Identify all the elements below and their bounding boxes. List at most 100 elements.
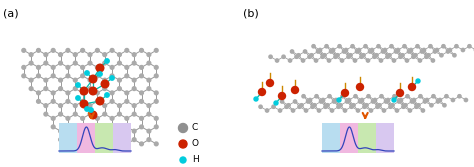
Circle shape (73, 112, 77, 116)
Circle shape (326, 104, 329, 107)
Circle shape (373, 55, 376, 58)
Circle shape (362, 54, 365, 57)
Bar (358, 123, 376, 153)
Circle shape (140, 48, 144, 52)
Bar (113, 123, 131, 153)
Circle shape (140, 117, 144, 120)
Circle shape (363, 105, 366, 108)
Circle shape (81, 125, 84, 129)
Circle shape (118, 138, 121, 141)
Circle shape (438, 98, 442, 102)
Circle shape (89, 87, 97, 95)
Circle shape (351, 45, 354, 48)
Circle shape (73, 129, 77, 133)
Circle shape (44, 53, 48, 56)
Circle shape (73, 87, 77, 91)
Circle shape (378, 104, 381, 107)
Circle shape (418, 59, 421, 62)
Circle shape (103, 53, 107, 56)
Circle shape (59, 78, 63, 82)
Circle shape (408, 109, 411, 112)
Circle shape (44, 112, 48, 116)
Circle shape (103, 61, 107, 65)
Circle shape (59, 87, 63, 91)
Circle shape (147, 53, 151, 56)
Circle shape (303, 50, 307, 53)
Circle shape (95, 48, 99, 52)
Circle shape (365, 104, 368, 107)
Circle shape (132, 129, 136, 133)
Circle shape (73, 78, 77, 82)
Circle shape (103, 78, 107, 82)
Circle shape (325, 45, 328, 48)
Circle shape (308, 55, 311, 58)
Circle shape (88, 138, 92, 141)
Circle shape (155, 100, 158, 103)
Circle shape (301, 59, 305, 62)
Circle shape (125, 65, 128, 69)
Circle shape (66, 65, 70, 69)
Circle shape (367, 95, 370, 98)
Circle shape (36, 74, 40, 78)
Circle shape (155, 117, 158, 120)
Circle shape (118, 61, 121, 65)
Circle shape (285, 105, 288, 108)
Circle shape (334, 98, 337, 102)
Circle shape (81, 100, 84, 103)
Circle shape (88, 78, 92, 82)
Circle shape (88, 129, 92, 133)
Circle shape (66, 142, 70, 146)
Circle shape (155, 125, 158, 129)
Circle shape (369, 109, 373, 112)
Circle shape (347, 98, 351, 102)
Circle shape (73, 138, 77, 141)
Circle shape (51, 125, 55, 129)
Circle shape (66, 91, 70, 95)
Circle shape (393, 95, 396, 98)
Circle shape (22, 48, 26, 52)
Circle shape (147, 78, 151, 82)
Bar (340, 123, 358, 153)
Circle shape (101, 80, 109, 88)
Circle shape (432, 95, 435, 98)
Circle shape (140, 65, 144, 69)
Circle shape (265, 109, 269, 112)
Circle shape (394, 50, 398, 53)
Circle shape (110, 142, 114, 146)
Circle shape (354, 95, 357, 98)
Circle shape (384, 100, 388, 103)
Circle shape (275, 59, 279, 62)
Circle shape (404, 104, 407, 107)
Circle shape (291, 50, 294, 53)
Text: (a): (a) (3, 8, 18, 18)
Circle shape (421, 109, 425, 112)
Circle shape (254, 97, 258, 101)
Circle shape (429, 45, 432, 48)
Circle shape (409, 84, 416, 91)
Circle shape (407, 50, 410, 53)
Circle shape (300, 104, 303, 107)
Circle shape (337, 105, 340, 108)
Circle shape (147, 129, 151, 133)
Circle shape (311, 105, 314, 108)
Circle shape (125, 142, 128, 146)
Circle shape (81, 117, 84, 120)
Circle shape (44, 87, 48, 91)
Circle shape (118, 129, 121, 133)
Circle shape (345, 48, 347, 52)
Circle shape (118, 112, 121, 116)
Circle shape (125, 100, 128, 103)
Circle shape (468, 45, 471, 48)
Circle shape (258, 89, 265, 96)
Circle shape (377, 45, 380, 48)
Circle shape (155, 142, 158, 146)
Circle shape (453, 54, 456, 57)
Circle shape (416, 79, 420, 83)
Circle shape (281, 100, 284, 103)
Circle shape (401, 54, 404, 57)
Circle shape (282, 55, 285, 58)
Circle shape (73, 61, 77, 65)
Circle shape (73, 53, 77, 56)
Circle shape (66, 117, 70, 120)
Circle shape (425, 98, 428, 102)
